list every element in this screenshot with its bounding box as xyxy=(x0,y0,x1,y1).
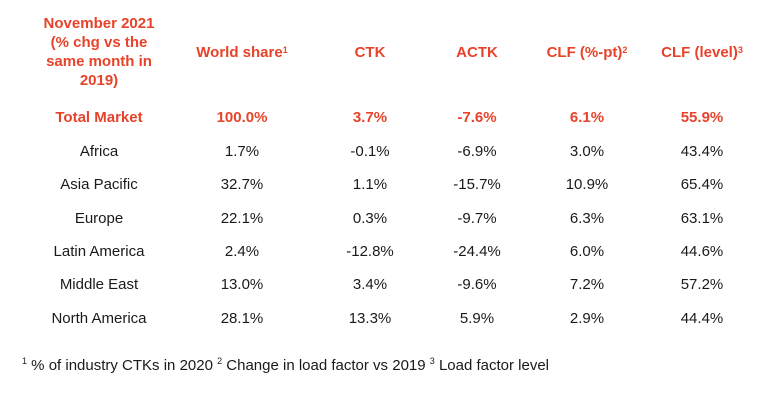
corner-line: 2019) xyxy=(79,72,119,89)
region-cell: Latin America xyxy=(53,243,145,260)
clf-level-cell: 44.6% xyxy=(680,243,724,260)
ctk-cell: 3.7% xyxy=(352,109,388,126)
footnotes: 1 % of industry CTKs in 2020 2 Change in… xyxy=(22,356,550,374)
column-header-label: World share xyxy=(196,44,283,61)
column-header-clf-level: CLF (level)3 xyxy=(642,43,762,62)
actk-cell: -9.6% xyxy=(457,276,497,293)
corner-header: November 2021 (% chg vs the same month i… xyxy=(14,14,184,90)
actk-cell: -9.7% xyxy=(457,210,497,227)
clf-pt-cell: 3.0% xyxy=(569,143,605,160)
table-row: Latin America 2.4% -12.8% -24.4% 6.0% 44… xyxy=(0,235,773,268)
footnote-marker: 3 xyxy=(429,356,435,366)
region-cell: Europe xyxy=(74,210,124,227)
world-share-cell: 28.1% xyxy=(220,310,264,327)
region-cell: Asia Pacific xyxy=(60,176,138,193)
region-cell: Middle East xyxy=(59,276,139,293)
clf-level-cell: 43.4% xyxy=(680,143,724,160)
column-header-actk: ACTK xyxy=(425,43,529,62)
footnote-text: Change in load factor vs 2019 xyxy=(222,357,430,374)
table-row: North America 28.1% 13.3% 5.9% 2.9% 44.4… xyxy=(0,302,773,335)
footnote-marker: 3 xyxy=(737,45,743,55)
corner-line: November 2021 xyxy=(43,15,155,32)
region-cell: North America xyxy=(51,310,147,327)
world-share-cell: 2.4% xyxy=(224,243,260,260)
actk-cell: -24.4% xyxy=(453,243,501,260)
ctk-cell: 0.3% xyxy=(352,210,388,227)
world-share-cell: 22.1% xyxy=(220,210,264,227)
clf-level-cell: 55.9% xyxy=(680,109,724,126)
ctk-cell: -12.8% xyxy=(346,243,394,260)
column-header-ctk: CTK xyxy=(318,43,422,62)
world-share-cell: 13.0% xyxy=(220,276,264,293)
region-cell: Total Market xyxy=(55,109,143,126)
footnote-text: Load factor level xyxy=(434,357,550,374)
table-row: Africa 1.7% -0.1% -6.9% 3.0% 43.4% xyxy=(0,135,773,168)
clf-pt-cell: 7.2% xyxy=(569,276,605,293)
corner-line: same month in xyxy=(46,53,152,70)
corner-line: (% chg vs the xyxy=(50,34,148,51)
footnote-marker: 2 xyxy=(622,45,628,55)
column-header-label: CLF (%-pt) xyxy=(546,44,623,61)
table-row: Europe 22.1% 0.3% -9.7% 6.3% 63.1% xyxy=(0,202,773,235)
clf-pt-cell: 6.3% xyxy=(569,210,605,227)
table-row: Middle East 13.0% 3.4% -9.6% 7.2% 57.2% xyxy=(0,268,773,301)
ctk-cell: 13.3% xyxy=(348,310,392,327)
column-header-label: CLF (level) xyxy=(661,44,738,61)
footnote-marker: 2 xyxy=(217,356,223,366)
clf-level-cell: 63.1% xyxy=(680,210,724,227)
table-row: Asia Pacific 32.7% 1.1% -15.7% 10.9% 65.… xyxy=(0,168,773,201)
ctk-cell: -0.1% xyxy=(350,143,390,160)
actk-cell: -7.6% xyxy=(457,109,497,126)
actk-cell: -6.9% xyxy=(457,143,497,160)
ctk-cell: 1.1% xyxy=(352,176,388,193)
footnote-text: % of industry CTKs in 2020 xyxy=(27,357,218,374)
table-row-total-market: Total Market 100.0% 3.7% -7.6% 6.1% 55.9… xyxy=(0,101,773,134)
column-header-label: ACTK xyxy=(456,44,498,61)
clf-pt-cell: 6.1% xyxy=(569,109,605,126)
clf-pt-cell: 6.0% xyxy=(569,243,605,260)
actk-cell: 5.9% xyxy=(459,310,495,327)
region-cell: Africa xyxy=(79,143,119,160)
clf-level-cell: 57.2% xyxy=(680,276,724,293)
footnote-marker: 1 xyxy=(22,356,28,366)
world-share-cell: 32.7% xyxy=(220,176,264,193)
footnote-marker: 1 xyxy=(282,45,288,55)
clf-level-cell: 44.4% xyxy=(680,310,724,327)
column-header-world-share: World share1 xyxy=(183,43,301,62)
clf-pt-cell: 10.9% xyxy=(565,176,609,193)
world-share-cell: 100.0% xyxy=(216,109,268,126)
table-header: November 2021 (% chg vs the same month i… xyxy=(0,0,773,100)
world-share-cell: 1.7% xyxy=(224,143,260,160)
column-header-label: CTK xyxy=(354,44,386,61)
clf-pt-cell: 2.9% xyxy=(569,310,605,327)
column-header-clf-pt: CLF (%-pt)2 xyxy=(535,43,639,62)
clf-level-cell: 65.4% xyxy=(680,176,724,193)
actk-cell: -15.7% xyxy=(453,176,501,193)
ctk-cell: 3.4% xyxy=(352,276,388,293)
